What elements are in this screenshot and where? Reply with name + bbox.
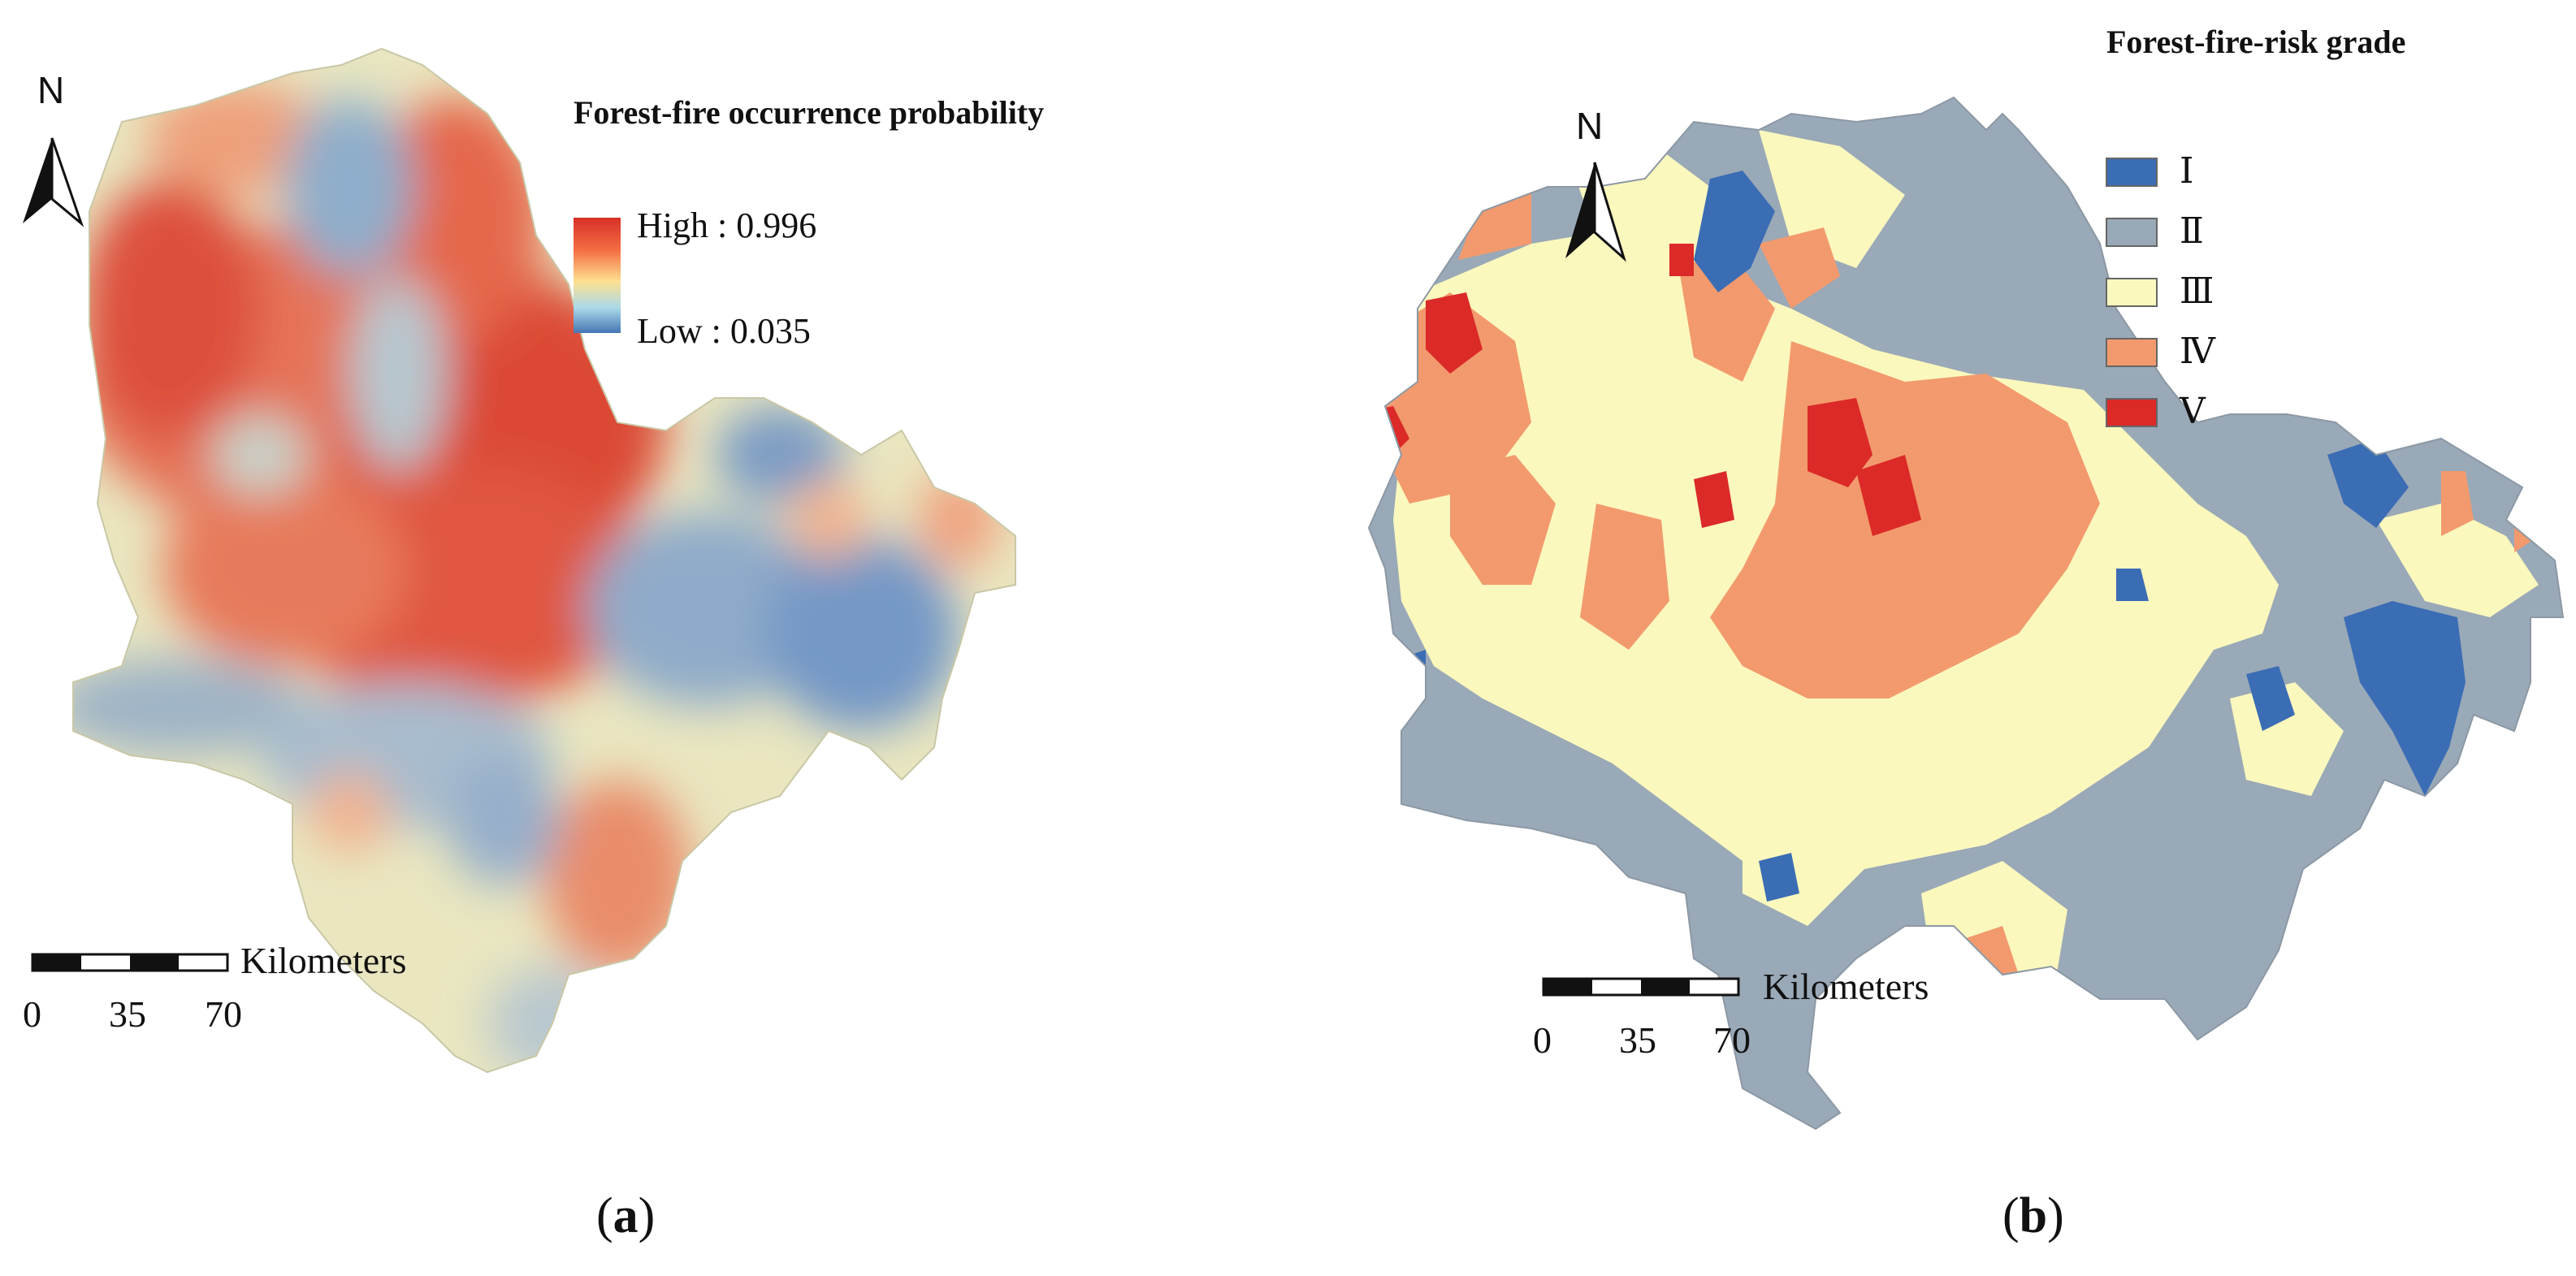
scale-bar: [1542, 977, 1740, 997]
map-panel-a: N Forest-fire occurrence probability Hig…: [23, 48, 1045, 1244]
legend-swatch-1: [2106, 158, 2158, 187]
risk-grade-surface: [1369, 97, 2563, 1129]
legend-label-2: Ⅱ: [2180, 211, 2204, 251]
risk-grade-map: [1368, 97, 2564, 1130]
risk-legend-swatches: [2106, 158, 2158, 427]
panel-caption-a: (a): [596, 1188, 656, 1244]
scale-bar: [31, 953, 229, 972]
probability-map: [23, 48, 1016, 1073]
scale-tick-0: 0: [23, 993, 41, 1035]
scale-tick-35: 35: [109, 993, 146, 1035]
scale-tick-0: 0: [1533, 1019, 1552, 1061]
legend-label-3: Ⅲ: [2180, 271, 2214, 311]
legend-low-label: Low : 0.035: [637, 311, 811, 351]
legend-swatch-3: [2106, 278, 2158, 307]
legend-label-5: Ⅴ: [2180, 391, 2206, 431]
scale-tick-70: 70: [1713, 1019, 1751, 1061]
north-label: N: [37, 69, 65, 111]
scale-unit-label: Kilometers: [240, 940, 407, 981]
probability-surface: [73, 49, 1015, 1072]
legend-label-4: Ⅳ: [2180, 331, 2215, 371]
legend-high-label: High : 0.996: [637, 205, 817, 245]
legend-swatch-4: [2106, 338, 2158, 367]
scale-tick-70: 70: [205, 993, 242, 1035]
panel-caption-b: (b): [2002, 1188, 2064, 1244]
legend-title: Forest-fire-risk grade: [2106, 24, 2406, 60]
legend-swatch-2: [2106, 218, 2158, 247]
scale-unit-label: Kilometers: [1763, 966, 1929, 1007]
north-arrow-icon: [1565, 162, 1626, 262]
legend-label-1: Ⅰ: [2180, 151, 2194, 191]
map-panel-b: N Forest-fire-risk grade Ⅰ Ⅱ Ⅲ Ⅳ Ⅴ Kilometer…: [1288, 0, 2576, 1276]
legend-title: Forest-fire occurrence probability: [574, 94, 1045, 131]
north-arrow-icon: [23, 137, 84, 227]
legend-swatch-5: [2106, 398, 2158, 427]
north-label: N: [1576, 105, 1604, 147]
scale-tick-35: 35: [1619, 1019, 1656, 1061]
probability-legend-ramp: [574, 218, 621, 333]
